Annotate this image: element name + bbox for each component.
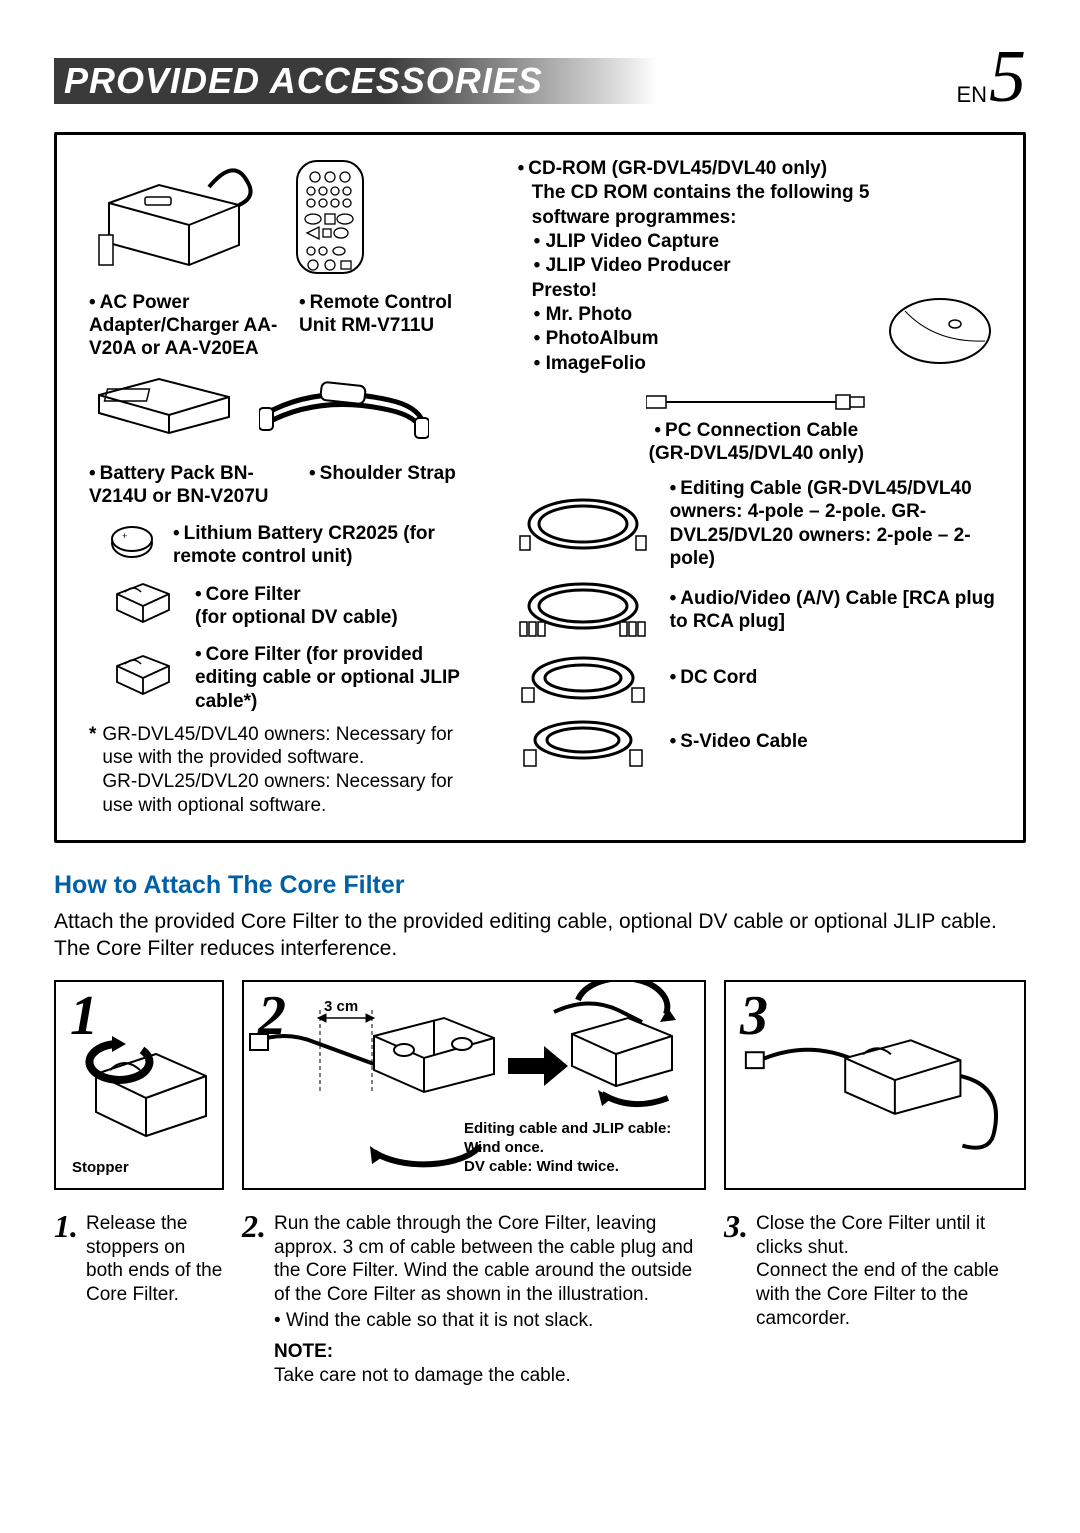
cd-item-2: JLIP Video Producer (546, 255, 731, 276)
instr-3-num: 3. (724, 1212, 748, 1330)
svideo-label: S-Video Cable (680, 731, 807, 752)
presto-item-3: ImageFolio (546, 353, 646, 374)
step2-caption-1: Editing cable and JLIP cable: Wind once. (464, 1120, 692, 1158)
ac-adapter-label: AC Power Adapter/Charger AA-V20A or AA-V… (89, 292, 277, 359)
page-number: 5 (989, 52, 1026, 104)
pc-cable-icon (518, 390, 995, 419)
instr-3-text: Close the Core Filter until it clicks sh… (756, 1212, 1026, 1330)
instr-2-bullet: Wind the cable so that it is not slack. (286, 1310, 593, 1331)
step2-caption-2: DV cable: Wind twice. (464, 1158, 692, 1177)
ac-adapter-icon (89, 157, 259, 277)
cd-icon (885, 291, 995, 376)
strap-icon (259, 378, 429, 445)
av-cable-label: Audio/Video (A/V) Cable [RCA plug to RCA… (670, 588, 995, 632)
remote-icon (287, 157, 373, 277)
core-filter-jlip-label: Core Filter (for provided editing cable … (195, 644, 460, 711)
instr-1-num: 1. (54, 1212, 78, 1306)
page-header: PROVIDED ACCESSORIES EN 5 (54, 40, 1026, 104)
footnote-text: GR-DVL45/DVL40 owners: Necessary for use… (102, 723, 487, 818)
presto-label: Presto! (532, 279, 875, 303)
svideo-cable-icon (518, 714, 648, 770)
footnote-marker: * (89, 723, 96, 818)
cd-title: CD-ROM (GR-DVL45/DVL40 only) (528, 158, 827, 179)
accessories-box: •AC Power Adapter/Charger AA-V20A or AA-… (54, 132, 1026, 843)
presto-item-1: Mr. Photo (546, 304, 633, 325)
step-3-number: 3 (740, 984, 768, 1048)
howto-title: How to Attach The Core Filter (54, 871, 1026, 900)
svg-text:+: + (122, 531, 127, 541)
step-diagrams: 1 Stopper 2 3 cm (54, 980, 1026, 1190)
av-cable-icon (518, 578, 648, 642)
note-body: Take care not to damage the cable. (274, 1364, 706, 1388)
lithium-icon: + (109, 523, 155, 568)
core-filter-dv-icon (109, 578, 177, 633)
lithium-label: Lithium Battery CR2025 (for remote contr… (173, 523, 435, 567)
pc-cable-label: PC Connection Cable (GR-DVL45/DVL40 only… (649, 420, 864, 464)
lang-label: EN (956, 82, 987, 108)
strap-label: Shoulder Strap (320, 463, 456, 484)
core-filter-jlip-icon (109, 650, 177, 705)
core-filter-dv-label: Core Filter (for optional DV cable) (195, 584, 398, 628)
instr-2-text: Run the cable through the Core Filter, l… (274, 1213, 693, 1305)
presto-item-2: PhotoAlbum (546, 328, 659, 349)
howto-body: Attach the provided Core Filter to the p… (54, 908, 1026, 963)
editing-cable-label: Editing Cable (GR-DVL45/DVL40 owners: 4-… (670, 478, 972, 569)
editing-cable-icon (518, 492, 648, 556)
cd-item-1: JLIP Video Capture (546, 231, 720, 252)
step1-caption: Stopper (72, 1159, 129, 1176)
dc-cord-icon (518, 650, 648, 706)
battery-label: Battery Pack BN-V214U or BN-V207U (89, 463, 269, 507)
note-label: NOTE: (274, 1340, 706, 1364)
cd-subtitle: The CD ROM contains the following 5 soft… (532, 181, 875, 230)
title-bar: PROVIDED ACCESSORIES (54, 58, 657, 104)
battery-icon (89, 375, 239, 448)
dc-cord-label: DC Cord (680, 667, 757, 688)
page-title: PROVIDED ACCESSORIES (54, 60, 543, 102)
instr-1-text: Release the stoppers on both ends of the… (86, 1212, 224, 1306)
instr-2-num: 2. (242, 1212, 266, 1387)
remote-label: Remote Control Unit RM-V711U (299, 292, 452, 336)
